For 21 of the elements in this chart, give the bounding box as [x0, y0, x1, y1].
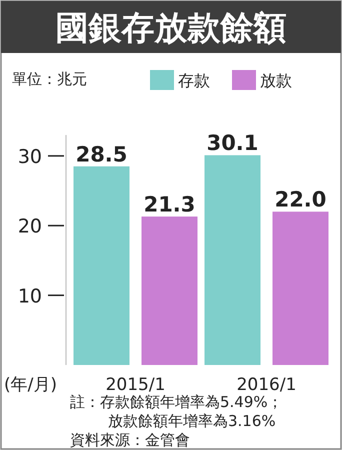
text: 註：存款餘額年增率為5.49%； — [70, 393, 283, 411]
data-label: 21.3 — [144, 192, 196, 217]
y-axis-title: 單位：兆元 — [12, 70, 87, 88]
legend-label: 存款 — [178, 71, 210, 90]
y-tick-label: 30 — [18, 146, 42, 168]
bar — [142, 216, 198, 365]
x-tick-label: 2016/1 — [236, 375, 296, 395]
data-label: 30.1 — [206, 131, 258, 156]
bar — [272, 212, 328, 365]
chart-title: 國銀存放款餘額 — [56, 8, 286, 47]
bar — [204, 155, 260, 365]
x-axis-title: (年/月) — [4, 375, 57, 395]
text: 放款餘額年增率為3.16% — [108, 412, 276, 430]
x-tick-label: 2015/1 — [106, 375, 166, 395]
y-tick-label: 20 — [18, 216, 42, 238]
source-note: 資料來源：金管會 — [70, 431, 190, 449]
bar — [74, 166, 130, 365]
y-tick-label: 10 — [18, 285, 42, 308]
legend-label: 放款 — [260, 71, 292, 90]
data-label: 22.0 — [274, 188, 326, 212]
data-label: 28.5 — [76, 142, 128, 166]
